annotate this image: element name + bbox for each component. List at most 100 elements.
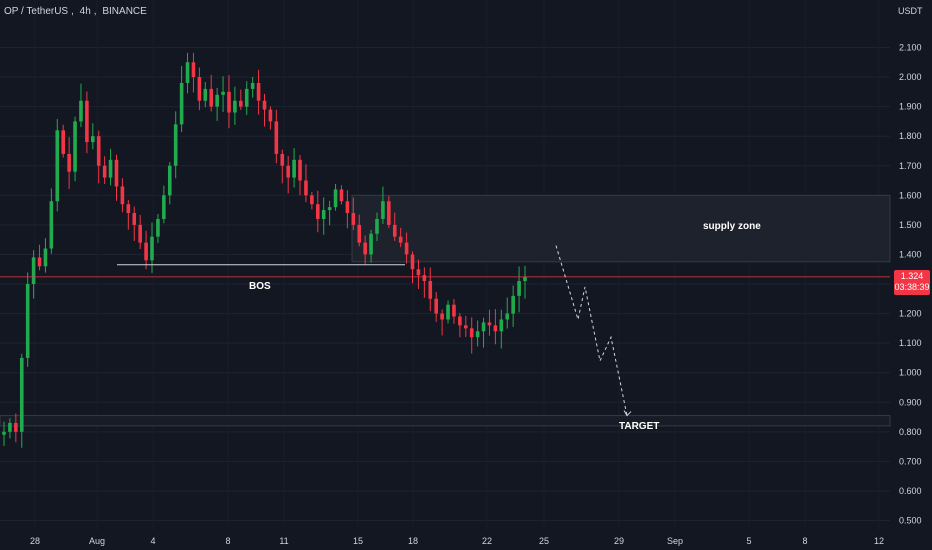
candle-body bbox=[351, 213, 356, 225]
candle-body bbox=[404, 242, 409, 255]
candle-body bbox=[475, 331, 480, 338]
last-price-badge: 1.324 03:38:39 bbox=[894, 270, 930, 295]
candle-body bbox=[463, 325, 468, 329]
candle-body bbox=[499, 319, 504, 332]
y-tick-label: 1.900 bbox=[899, 102, 922, 112]
candle-body bbox=[345, 201, 350, 214]
candle-body bbox=[440, 313, 444, 320]
y-tick-label: 0.900 bbox=[899, 397, 922, 407]
candle-body bbox=[381, 201, 385, 219]
candle-body bbox=[108, 159, 113, 178]
y-tick-label: 0.700 bbox=[899, 456, 922, 466]
candle-body bbox=[91, 136, 95, 143]
candle-body bbox=[416, 269, 421, 276]
candle-body bbox=[49, 201, 54, 249]
currency-unit: USDT bbox=[898, 6, 923, 16]
candle-body bbox=[339, 189, 344, 202]
x-tick-label: 5 bbox=[746, 536, 751, 546]
candle-body bbox=[132, 213, 137, 225]
candle-body bbox=[156, 218, 160, 237]
candle-body bbox=[321, 210, 326, 219]
bos-label: BOS bbox=[249, 281, 271, 292]
candle-body bbox=[144, 242, 148, 261]
candle-body bbox=[446, 304, 450, 320]
candle-body bbox=[114, 159, 119, 187]
interval-label: 4h bbox=[79, 6, 91, 17]
candle-body bbox=[369, 233, 373, 255]
candle-body bbox=[375, 218, 379, 234]
x-tick-label: Sep bbox=[667, 536, 683, 546]
candle-body bbox=[227, 91, 231, 113]
candle-body bbox=[233, 100, 237, 113]
candle-body bbox=[310, 195, 314, 205]
candle-body bbox=[209, 88, 214, 107]
candle-body bbox=[55, 130, 60, 202]
symbol-name: OP / TetherUS bbox=[4, 6, 69, 17]
candle-body bbox=[256, 82, 261, 101]
y-tick-label: 1.400 bbox=[899, 249, 922, 259]
candle-body bbox=[280, 153, 285, 166]
x-tick-label: 25 bbox=[539, 536, 549, 546]
candle-body bbox=[61, 130, 66, 154]
candle-body bbox=[138, 224, 142, 243]
candle-body bbox=[25, 284, 30, 358]
candle-body bbox=[511, 295, 515, 314]
exchange-label: BINANCE bbox=[102, 6, 147, 17]
candle-body bbox=[31, 257, 36, 284]
candle-body bbox=[274, 121, 279, 154]
candle-body bbox=[167, 165, 172, 196]
candle-body bbox=[523, 276, 527, 282]
y-tick-label: 1.600 bbox=[899, 190, 922, 200]
candle-body bbox=[173, 124, 178, 166]
candle-body bbox=[150, 236, 154, 261]
candle-body bbox=[73, 121, 77, 172]
candle-body bbox=[215, 94, 219, 107]
candle-body bbox=[14, 422, 18, 432]
candle-body bbox=[357, 224, 362, 243]
y-tick-label: 0.800 bbox=[899, 427, 922, 437]
overlays-layer bbox=[0, 245, 890, 417]
candle-body bbox=[458, 316, 462, 326]
supply-zone-label: supply zone bbox=[703, 221, 761, 232]
candle-body bbox=[262, 100, 267, 110]
y-tick-label: 0.600 bbox=[899, 486, 922, 496]
x-tick-label: 18 bbox=[408, 536, 418, 546]
candle-body bbox=[493, 325, 498, 332]
y-tick-label: 1.500 bbox=[899, 220, 922, 230]
candle-body bbox=[422, 275, 427, 282]
time-axis[interactable]: 28 Aug 4 8 11 15 18 22 25 29 Sep 5 8 12 bbox=[30, 536, 884, 546]
candle-body bbox=[434, 298, 438, 314]
y-tick-label: 1.100 bbox=[899, 338, 922, 348]
symbol-header[interactable]: OP / TetherUS, 4h, BINANCE bbox=[4, 6, 147, 17]
candle-body bbox=[505, 313, 510, 320]
x-tick-label: 29 bbox=[614, 536, 624, 546]
candle-body bbox=[469, 328, 474, 338]
projection-arrowhead bbox=[623, 410, 632, 417]
candle-body bbox=[286, 165, 290, 178]
candle-body bbox=[250, 82, 255, 89]
y-tick-label: 1.000 bbox=[899, 368, 922, 378]
price-axis[interactable]: 0.500 0.600 0.700 0.800 0.900 1.000 1.100 1.200… bbox=[899, 43, 922, 526]
candle-body bbox=[292, 159, 296, 178]
candle-body bbox=[2, 431, 6, 435]
x-tick-label: 12 bbox=[874, 536, 884, 546]
candle-body bbox=[333, 189, 338, 208]
candle-body bbox=[19, 357, 24, 432]
candle-body bbox=[304, 180, 308, 196]
candle-body bbox=[363, 242, 367, 255]
y-tick-label: 1.700 bbox=[899, 161, 922, 171]
last-price-value: 1.324 bbox=[900, 271, 924, 281]
candle-body bbox=[268, 109, 273, 122]
supply-zone-box bbox=[351, 194, 891, 263]
y-tick-label: 2.100 bbox=[899, 43, 922, 53]
target-zone-box bbox=[0, 415, 891, 427]
candle-body bbox=[410, 254, 415, 270]
x-tick-label: 8 bbox=[225, 536, 230, 546]
candle-body bbox=[315, 204, 320, 219]
bar-countdown: 03:38:39 bbox=[894, 282, 930, 292]
x-tick-label: 4 bbox=[150, 536, 155, 546]
candle-body bbox=[185, 62, 190, 83]
x-tick-label: 15 bbox=[353, 536, 363, 546]
y-tick-label: 0.500 bbox=[899, 516, 922, 526]
